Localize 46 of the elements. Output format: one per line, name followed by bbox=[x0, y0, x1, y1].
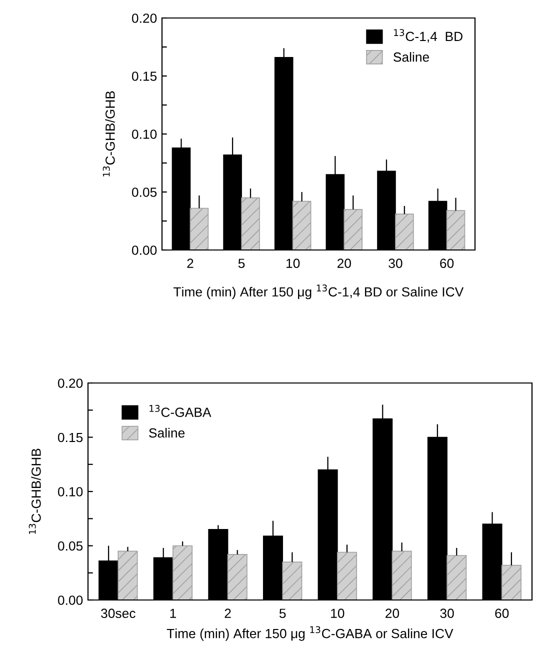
bar bbox=[190, 208, 209, 250]
legend-label: $^{13}$C-1,4 BD bbox=[394, 29, 462, 43]
legend-label: Saline bbox=[394, 52, 430, 62]
bar bbox=[392, 550, 412, 600]
x-tick-label: 30 bbox=[440, 608, 454, 618]
y-tick-label: 0.05 bbox=[58, 541, 83, 551]
bar bbox=[172, 545, 193, 600]
y-tick-label: 0.10 bbox=[58, 487, 83, 496]
x-tick-label: 2 bbox=[187, 258, 194, 268]
x-tick-label: 30 bbox=[388, 258, 402, 268]
x-axis-title: Time (min) After 150 μg $^{13}$C-1,4 BD or Saline ICV bbox=[174, 284, 464, 300]
x-tick-label: 30sec bbox=[101, 608, 136, 618]
bar bbox=[446, 555, 467, 600]
x-tick-label: 10 bbox=[286, 258, 300, 268]
bar bbox=[336, 552, 358, 600]
y-axis-title: $^{13}$C-GHB/GHB bbox=[28, 448, 41, 534]
y-tick-label: 0.00 bbox=[58, 596, 83, 605]
x-tick-label: 20 bbox=[386, 608, 400, 618]
bar bbox=[282, 562, 302, 600]
y-tick-label: 0.00 bbox=[132, 246, 157, 255]
x-tick-label: 1 bbox=[170, 608, 176, 618]
bar bbox=[118, 550, 138, 600]
x-tick-label: 60 bbox=[440, 258, 454, 268]
y-tick-label: 0.15 bbox=[58, 432, 83, 442]
x-tick-label: 60 bbox=[495, 608, 509, 618]
y-tick-label: 0.20 bbox=[58, 378, 83, 388]
legend-label: $^{13}$C-GABA bbox=[150, 404, 212, 417]
legend-label: Saline bbox=[149, 428, 185, 438]
bar bbox=[292, 200, 312, 250]
x-tick-label: 5 bbox=[279, 608, 286, 618]
x-tick-label: 2 bbox=[224, 608, 231, 618]
bar bbox=[501, 564, 522, 600]
bar bbox=[344, 208, 363, 250]
x-tick-label: 20 bbox=[337, 258, 351, 268]
y-axis-title: $^{13}$C-GHB/GHB bbox=[102, 91, 115, 176]
x-axis-title: Time (min) After 150 μg $^{13}$C-GABA or Saline ICV bbox=[166, 626, 454, 641]
bar bbox=[241, 197, 260, 250]
bar bbox=[227, 554, 248, 600]
x-tick-label: 5 bbox=[238, 258, 245, 268]
y-tick-label: 0.15 bbox=[132, 72, 157, 81]
y-tick-label: 0.10 bbox=[132, 130, 157, 139]
y-tick-label: 0.05 bbox=[132, 188, 157, 197]
bar bbox=[395, 214, 414, 250]
x-tick-label: 10 bbox=[331, 608, 344, 618]
bar bbox=[446, 210, 466, 250]
y-tick-label: 0.20 bbox=[132, 14, 157, 23]
